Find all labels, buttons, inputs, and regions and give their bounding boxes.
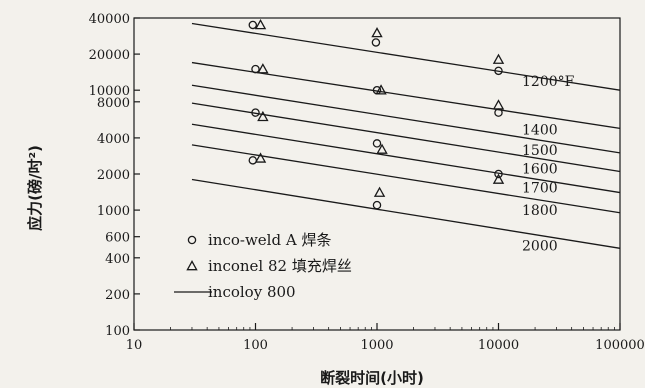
- x-tick-label: 10000: [478, 338, 519, 353]
- inco-weld-a-point: [372, 139, 382, 148]
- inconel-82-point: [257, 110, 269, 122]
- inco-weld-a-point: [494, 66, 503, 76]
- y-tick-label: 10000: [89, 84, 130, 99]
- inco-weld-a-point: [248, 20, 258, 30]
- y-tick-label: 8000: [97, 96, 130, 111]
- y-tick-label: 1000: [97, 204, 130, 219]
- y-tick-label: 200: [105, 288, 130, 303]
- legend-label: inco-weld A 焊条: [208, 231, 331, 249]
- curve-temperature-label: 1400: [522, 122, 558, 138]
- y-tick-label: 20000: [89, 48, 130, 63]
- curve-temperature-label: 1700: [522, 181, 558, 197]
- x-tick-label: 100: [243, 338, 268, 353]
- x-tick-label: 1000: [360, 338, 393, 353]
- curve-temperature-label: 1500: [522, 143, 558, 159]
- y-tick-label: 2000: [97, 168, 130, 183]
- incoloy-800-line: [191, 123, 621, 194]
- x-tick-label: 10: [126, 338, 143, 353]
- legend-label: inconel 82 填充焊丝: [208, 257, 352, 275]
- x-axis-title: 断裂时间(小时): [320, 369, 424, 387]
- y-axis-title: 应力(磅/吋²): [26, 145, 44, 231]
- inconel-82-point: [375, 84, 387, 95]
- legend-label: incoloy 800: [208, 283, 296, 301]
- inconel-82-point: [376, 143, 388, 154]
- inco-weld-a-point: [494, 169, 503, 179]
- inconel-82-point: [254, 19, 267, 30]
- inconel-82-point: [257, 63, 269, 74]
- inconel-82-point: [492, 53, 505, 64]
- incoloy-800-line: [191, 102, 621, 173]
- curve-temperature-label: 1600: [522, 161, 558, 177]
- incoloy-800-line: [191, 144, 621, 214]
- y-tick-label: 400: [105, 252, 130, 267]
- curve-temperature-label: 2000: [522, 238, 558, 254]
- curve-temperature-label: 1800: [522, 203, 558, 219]
- y-tick-label: 4000: [97, 132, 130, 147]
- inconel-82-point: [373, 186, 386, 197]
- inconel-82-point: [492, 173, 505, 184]
- curve-temperature-label: 1200°F: [522, 74, 575, 90]
- incoloy-800-line: [191, 61, 621, 130]
- x-tick-label: 100000: [595, 338, 645, 353]
- inco-weld-a-point: [372, 200, 382, 210]
- incoloy-800-line: [191, 178, 621, 249]
- legend-circle-marker: [187, 235, 197, 245]
- inco-weld-a-point: [251, 108, 260, 117]
- inco-weld-a-point: [248, 156, 258, 165]
- inconel-82-point: [254, 152, 267, 163]
- y-tick-label: 100: [105, 324, 130, 339]
- legend-triangle-marker: [186, 260, 198, 271]
- inco-weld-a-point: [251, 64, 260, 74]
- inconel-82-point: [371, 27, 383, 38]
- inco-weld-a-point: [371, 38, 381, 47]
- inconel-82-point: [492, 99, 505, 110]
- y-tick-label: 600: [105, 231, 130, 246]
- y-tick-label: 40000: [89, 12, 130, 27]
- incoloy-800-line: [191, 22, 621, 91]
- incoloy-800-line: [191, 84, 621, 154]
